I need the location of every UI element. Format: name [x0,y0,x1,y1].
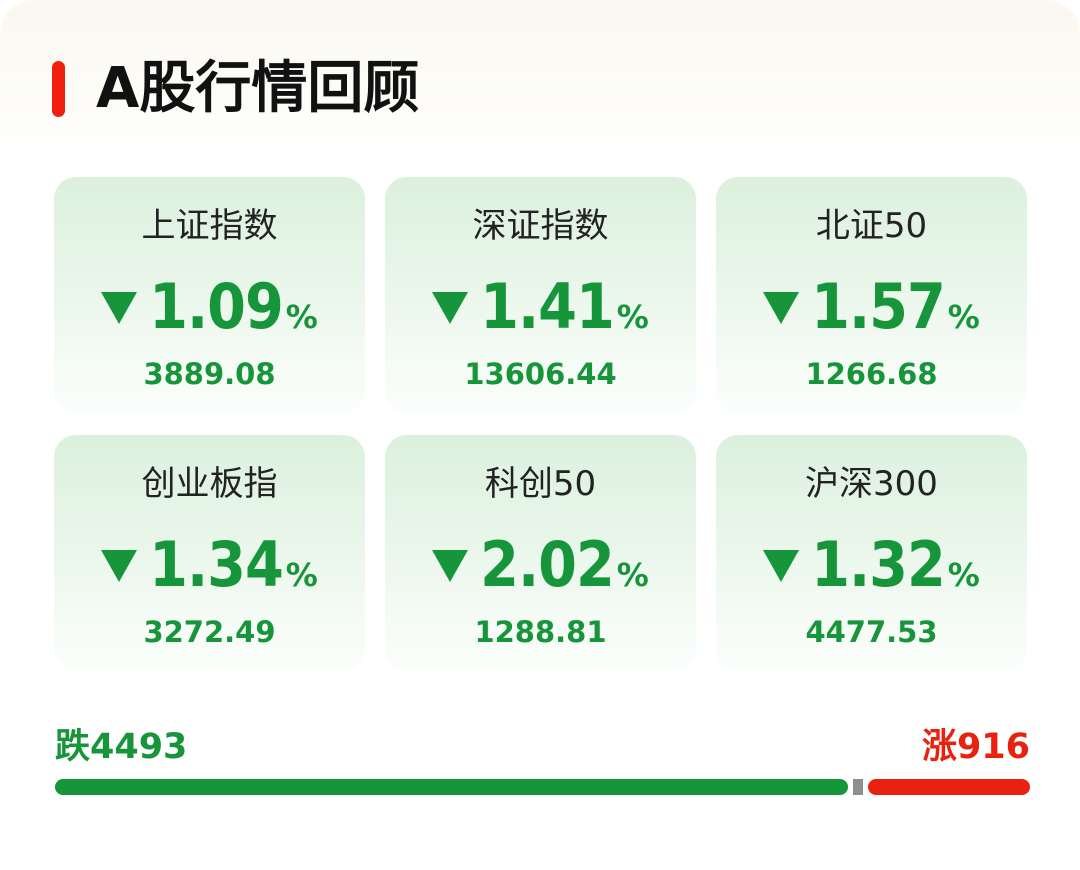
index-change: 1.34 % [54,530,365,600]
percent-sign: % [616,556,649,594]
down-triangle-icon [101,550,138,582]
index-change: 2.02 % [385,530,696,600]
change-value: 1.41 [480,270,615,343]
declining-count: 跌4493 [55,727,188,767]
percent-sign: % [947,556,980,594]
change-value: 1.34 [149,528,284,601]
advancing-bar [868,779,1030,795]
page-title: A股行情回顾 [96,56,420,121]
index-price: 3272.49 [143,615,276,649]
index-price: 1266.68 [805,357,938,391]
change-value: 2.02 [480,528,615,601]
index-change: 1.41 % [385,272,696,342]
index-price: 4477.53 [805,615,938,649]
index-card-chinext[interactable]: 创业板指 1.34 % 3272.49 [54,435,365,671]
market-breadth: 跌4493 涨916 [55,726,1030,798]
index-card-shenzhen[interactable]: 深证指数 1.41 % 13606.44 [385,177,696,413]
index-change: 1.57 % [716,272,1027,342]
title-accent-bar [52,61,65,117]
down-triangle-icon [101,292,138,324]
index-name: 创业板指 [141,464,278,504]
down-triangle-icon [763,550,800,582]
index-card-shanghai[interactable]: 上证指数 1.09 % 3889.08 [54,177,365,413]
advancing-count: 涨916 [921,727,1030,767]
index-name: 上证指数 [141,206,278,246]
index-grid: 上证指数 1.09 % 3889.08 深证指数 1.41 % 13606.44… [54,177,1028,671]
percent-sign: % [616,298,649,336]
index-card-beizheng50[interactable]: 北证50 1.57 % 1266.68 [716,177,1027,413]
index-change: 1.09 % [54,272,365,342]
change-value: 1.57 [811,270,946,343]
breadth-bar [55,779,1030,795]
down-triangle-icon [432,292,469,324]
index-price: 13606.44 [464,357,617,391]
index-name: 深证指数 [472,206,609,246]
percent-sign: % [285,556,318,594]
declining-bar [55,779,848,795]
down-triangle-icon [432,550,469,582]
index-name: 科创50 [484,464,597,504]
index-price: 3889.08 [143,357,276,391]
index-name: 沪深300 [805,464,938,504]
index-price: 1288.81 [474,615,607,649]
index-change: 1.32 % [716,530,1027,600]
percent-sign: % [947,298,980,336]
index-card-csi300[interactable]: 沪深300 1.32 % 4477.53 [716,435,1027,671]
flat-bar [853,779,863,795]
change-value: 1.32 [811,528,946,601]
percent-sign: % [285,298,318,336]
page-header: A股行情回顾 [52,54,419,124]
change-value: 1.09 [149,270,284,343]
index-card-star50[interactable]: 科创50 2.02 % 1288.81 [385,435,696,671]
down-triangle-icon [763,292,800,324]
index-name: 北证50 [815,206,928,246]
